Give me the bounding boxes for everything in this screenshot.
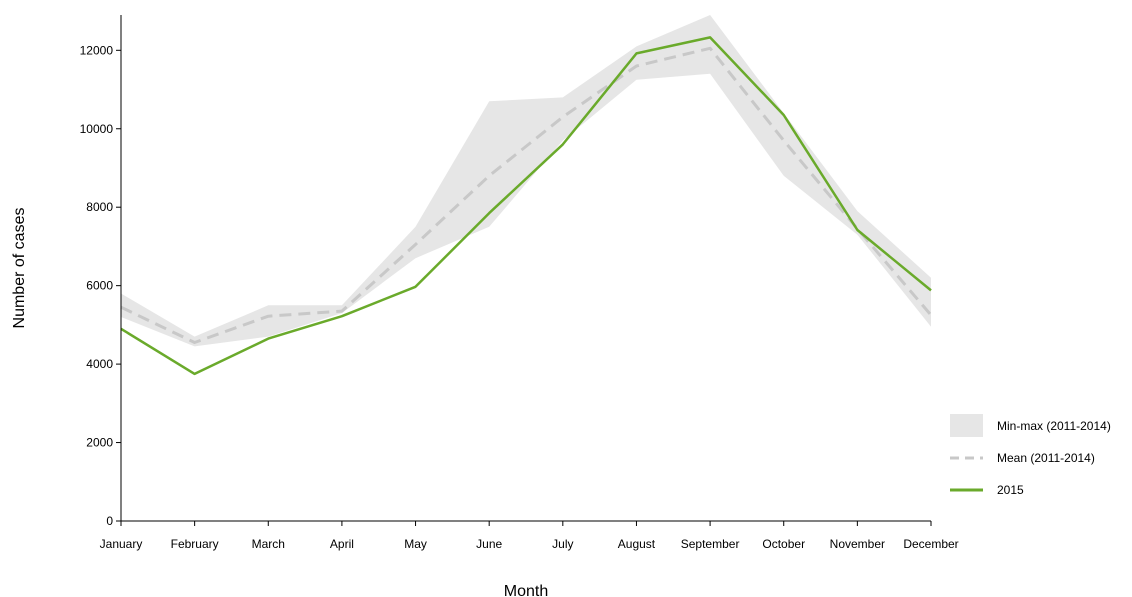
x-tick-label: October — [762, 537, 805, 551]
x-tick-label: April — [330, 537, 354, 551]
series-line-layer — [120, 36, 933, 376]
y-axis-title: Number of cases — [11, 208, 28, 329]
y-tick-label: 10000 — [80, 122, 114, 136]
x-tick-label: January — [100, 537, 143, 551]
x-tick-label: September — [681, 537, 740, 551]
x-ticks: January February March April May June July Augu… — [100, 521, 959, 551]
legend-label-mean: Mean (2011-2014) — [997, 451, 1095, 465]
x-tick-label: December — [903, 537, 958, 551]
axes — [120, 15, 931, 522]
y-tick-label: 2000 — [86, 436, 113, 450]
x-tick-label: June — [476, 537, 502, 551]
y-tick-label: 4000 — [86, 357, 113, 371]
legend-swatch-min-max — [950, 414, 983, 437]
x-tick-label: February — [171, 537, 219, 551]
mean-series-line — [120, 46, 933, 344]
legend-label-2015: 2015 — [997, 483, 1024, 497]
y-tick-label: 6000 — [86, 279, 113, 293]
x-tick-label: March — [252, 537, 285, 551]
y-tick-label: 0 — [106, 514, 113, 528]
y-tick-label: 12000 — [80, 43, 114, 57]
x-tick-label: November — [830, 537, 885, 551]
y-tick-label: 8000 — [86, 200, 113, 214]
min-max-band-layer — [121, 15, 931, 347]
min-max-band — [121, 15, 931, 347]
legend: Min-max (2011-2014) Mean (2011-2014) 201… — [950, 414, 1111, 497]
x-tick-label: August — [618, 537, 656, 551]
legend-label-min-max: Min-max (2011-2014) — [997, 419, 1111, 433]
series-2015-line — [120, 36, 932, 376]
x-tick-label: July — [552, 537, 573, 551]
x-axis-title: Month — [504, 583, 548, 597]
x-tick-label: May — [404, 537, 427, 551]
y-ticks: 0 2000 4000 6000 8000 10000 12000 — [80, 43, 121, 528]
